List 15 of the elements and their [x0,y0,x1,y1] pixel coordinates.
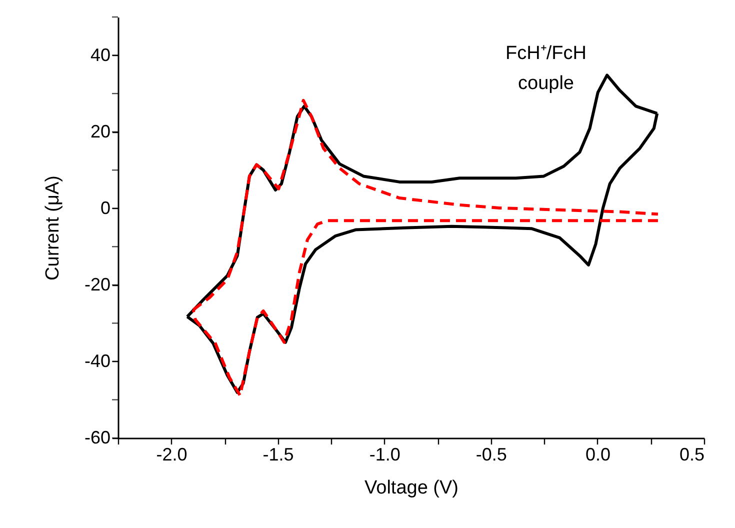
y-tick-label: 20 [90,121,110,142]
x-tick-label: -1.0 [369,444,400,464]
y-tick-label: -40 [84,350,110,371]
x-tick-label: -0.5 [476,444,507,464]
x-tick-label: 0.5 [679,444,704,464]
x-tick-label: 0.0 [585,444,610,464]
y-tick-label: -20 [84,274,110,294]
y-tick-label: 40 [90,44,110,65]
y-axis-title: Current (μA) [42,176,64,280]
x-axis-title: Voltage (V) [364,478,458,498]
annotation: FcH⁺/FcH couple [506,43,586,94]
y-tick-label: 0 [100,198,110,218]
x-tick-label: -2.0 [156,444,188,464]
y-tick-label: -60 [84,428,110,448]
x-tick-label: -1.5 [262,444,294,464]
